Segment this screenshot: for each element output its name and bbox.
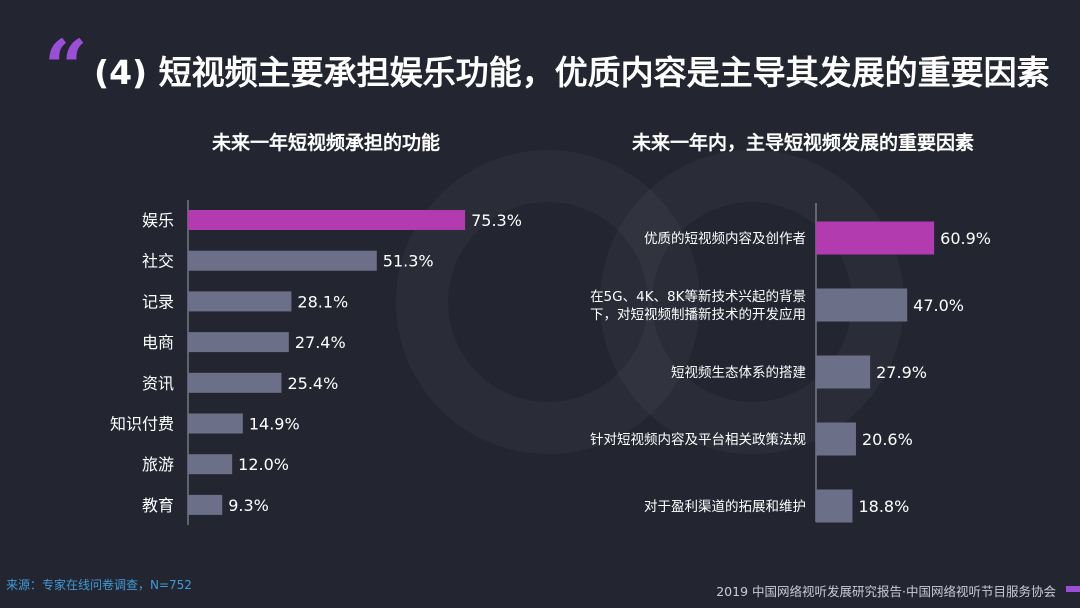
value-label: 51.3% — [383, 252, 434, 271]
category-label: 下，对短视频制播新技术的开发应用 — [590, 306, 806, 323]
bar — [188, 494, 223, 515]
page-title: (4) 短视频主要承担娱乐功能，优质内容是主导其发展的重要因素 — [94, 53, 1050, 92]
bar — [188, 372, 282, 393]
left-chart-title: 未来一年短视频承担的功能 — [212, 132, 441, 154]
category-label: 教育 — [142, 496, 174, 515]
footer-accent-bar — [1066, 586, 1080, 592]
bar — [188, 454, 233, 475]
value-label: 12.0% — [238, 455, 289, 474]
bar — [188, 332, 289, 353]
source-note: 来源：专家在线问卷调查，N=752 — [6, 578, 192, 592]
right-bar-chart: 60.9% 优质的短视频内容及创作者 47.0% 在5G、4K、8K等新技术兴起的背景… — [590, 203, 991, 523]
value-label: 14.9% — [249, 415, 300, 434]
bar — [816, 221, 935, 255]
category-label: 在5G、4K、8K等新技术兴起的背景 — [590, 288, 806, 305]
bar — [188, 413, 243, 434]
bar — [816, 288, 908, 322]
value-label: 47.0% — [913, 296, 964, 315]
value-label: 28.1% — [297, 292, 348, 311]
category-label: 娱乐 — [142, 211, 174, 230]
value-label: 18.8% — [858, 497, 909, 516]
bar — [188, 210, 466, 230]
category-label: 社交 — [142, 252, 174, 271]
bar — [816, 355, 871, 389]
category-label: 记录 — [142, 292, 174, 311]
category-label: 知识付费 — [110, 415, 174, 434]
value-label: 60.9% — [940, 229, 991, 248]
value-label: 75.3% — [471, 211, 522, 230]
category-label: 电商 — [142, 333, 174, 352]
category-label: 优质的短视频内容及创作者 — [644, 230, 806, 247]
value-label: 27.9% — [876, 363, 927, 382]
quote-mark-icon: “ — [44, 23, 88, 112]
value-label: 27.4% — [295, 333, 346, 352]
bar — [188, 291, 292, 312]
category-label: 对于盈利渠道的拓展和维护 — [644, 499, 806, 515]
bar — [816, 422, 856, 456]
right-chart-title: 未来一年内，主导短视频发展的重要因素 — [632, 132, 975, 154]
footer-credit: 2019 中国网络视听发展研究报告·中国网络视听节目服务协会 — [716, 584, 1056, 599]
bar — [816, 489, 853, 523]
category-label: 资讯 — [142, 374, 174, 393]
category-label: 短视频生态体系的搭建 — [671, 365, 806, 381]
category-label: 针对短视频内容及平台相关政策法规 — [590, 431, 806, 448]
value-label: 20.6% — [862, 430, 913, 449]
value-label: 25.4% — [287, 374, 338, 393]
category-label: 旅游 — [142, 455, 174, 474]
bar — [188, 250, 377, 271]
value-label: 9.3% — [228, 496, 269, 515]
left-bar-chart: 75.3% 娱乐 51.3% 社交 28.1% 记录 27.4% 电商 25.4% 资讯 14.9%… — [110, 200, 522, 525]
